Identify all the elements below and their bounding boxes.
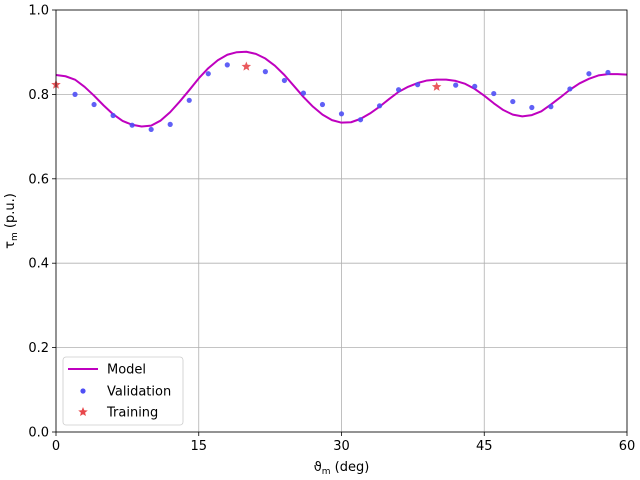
validation-point <box>91 101 97 108</box>
validation-point <box>281 77 287 84</box>
legend-training-swatch <box>78 407 88 417</box>
y-axis-label-symbol: τ <box>3 241 18 249</box>
validation-point <box>415 82 421 88</box>
validation-point <box>300 90 307 96</box>
training-point <box>241 61 252 71</box>
validation-point <box>319 101 326 108</box>
y-tick-label: 1.0 <box>28 4 49 19</box>
y-tick-label: 0.2 <box>28 341 49 356</box>
validation-point <box>72 91 78 97</box>
validation-point <box>510 98 516 105</box>
x-axis-label-symbol: ϑ <box>314 460 322 475</box>
validation-point <box>396 87 402 93</box>
validation-point <box>376 103 383 109</box>
x-tick-label: 60 <box>619 439 636 454</box>
y-axis-label-subscript: m <box>10 232 20 241</box>
validation-point <box>148 126 154 133</box>
validation-point <box>357 117 364 123</box>
x-axis-label-subscript: m <box>322 467 331 477</box>
validation-point <box>110 112 116 119</box>
legend-validation-swatch <box>80 388 86 394</box>
y-tick-label: 0.0 <box>28 426 49 441</box>
validation-point <box>338 111 345 117</box>
validation-point <box>567 86 573 92</box>
validation-point <box>129 122 135 128</box>
y-axis-ticks: 0.0 0.2 0.4 0.6 0.8 1.0 <box>28 4 56 441</box>
legend-training-label: Training <box>106 406 158 421</box>
y-tick-label: 0.4 <box>28 257 49 272</box>
validation-point <box>548 104 554 110</box>
x-axis-ticks: 0 15 30 45 60 <box>52 432 635 454</box>
validation-point <box>262 69 268 75</box>
y-tick-label: 0.8 <box>28 88 49 103</box>
validation-point <box>167 121 173 127</box>
validation-point <box>491 90 497 97</box>
validation-point <box>186 97 192 103</box>
x-tick-label: 45 <box>476 439 493 454</box>
training-point <box>431 81 442 91</box>
x-tick-label: 0 <box>52 439 60 454</box>
legend-model-label: Model <box>107 363 146 378</box>
x-axis-label-unit: (deg) <box>331 460 370 475</box>
model-series-line <box>55 50 628 128</box>
validation-point <box>224 62 230 68</box>
legend-validation-label: Validation <box>107 385 171 400</box>
y-tick-label: 0.6 <box>28 172 49 187</box>
validation-point <box>453 82 459 88</box>
y-axis-label-unit: (p.u.) <box>3 193 18 232</box>
validation-point <box>586 71 592 77</box>
validation-point <box>472 83 478 89</box>
x-axis-label: ϑm (deg) <box>314 460 370 477</box>
y-axis-label: τm (p.u.) <box>3 193 20 249</box>
x-tick-label: 30 <box>333 439 350 454</box>
validation-point <box>205 71 211 77</box>
validation-point <box>605 69 611 76</box>
x-tick-label: 15 <box>190 439 207 454</box>
validation-point <box>529 104 535 111</box>
legend-box <box>62 356 184 426</box>
legend: Model Validation Training <box>62 356 184 426</box>
